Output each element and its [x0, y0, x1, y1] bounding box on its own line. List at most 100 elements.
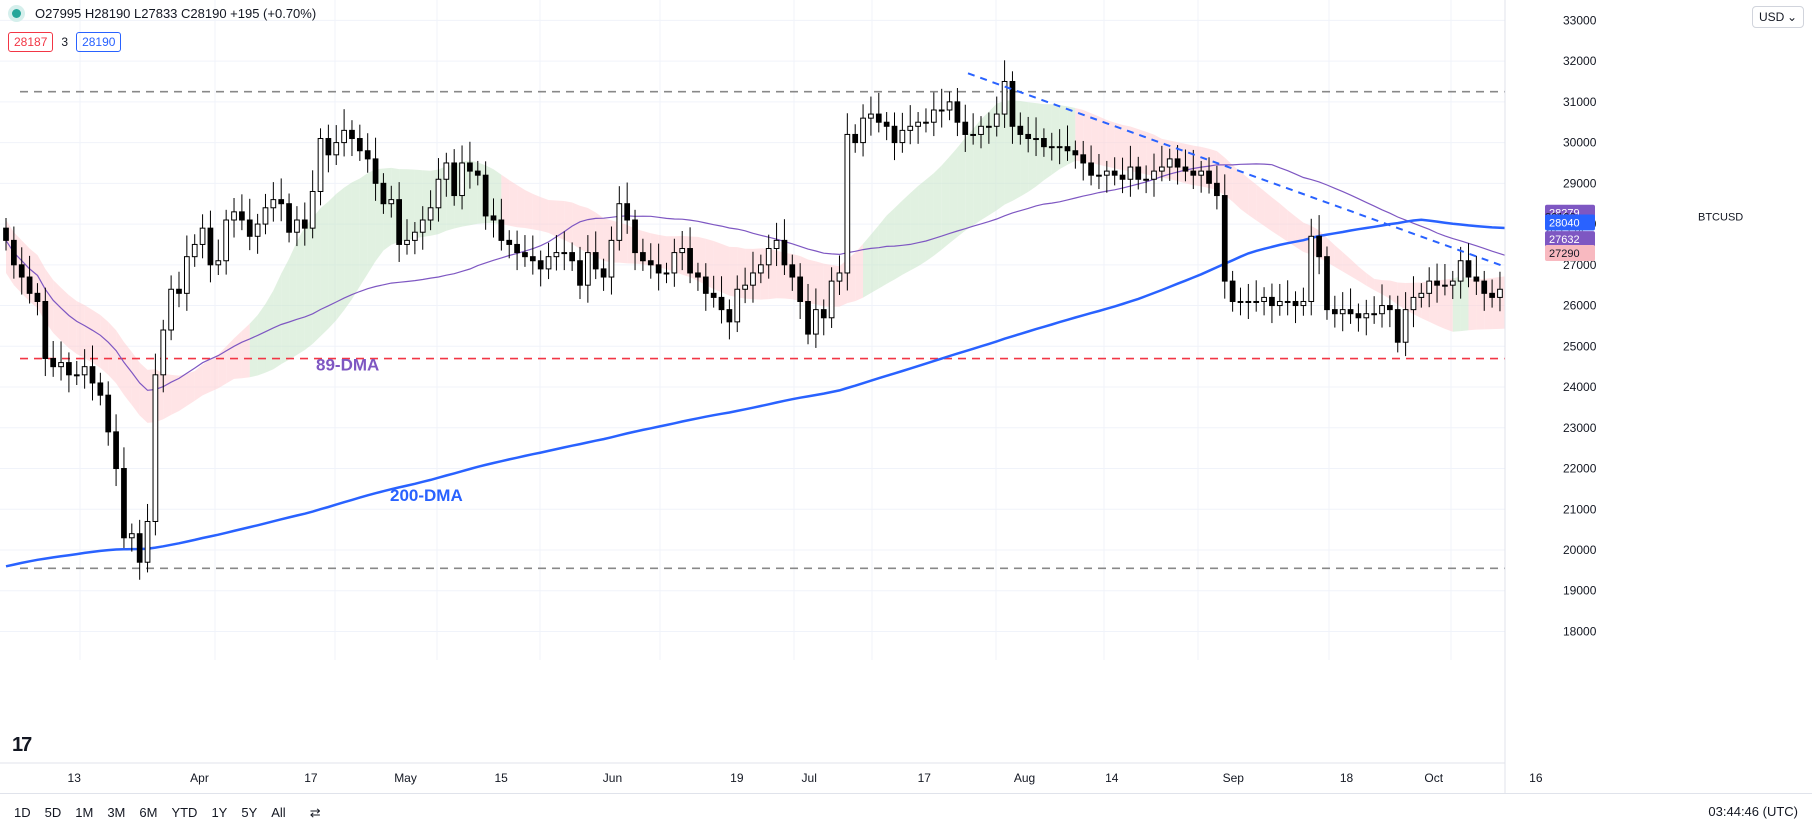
- price-label-bg: [1545, 214, 1595, 231]
- candle-body: [1449, 280, 1456, 286]
- cloud-segment: [658, 234, 667, 270]
- candle-body: [1017, 125, 1024, 135]
- timeframe-6m[interactable]: 6M: [139, 805, 158, 820]
- candle: [278, 178, 285, 222]
- cloud-segment: [281, 258, 290, 365]
- date-range-icon[interactable]: ⇄: [309, 804, 321, 820]
- candle-body: [1261, 296, 1267, 302]
- timeframe-ytd[interactable]: YTD: [171, 805, 198, 820]
- cloud-segment: [1287, 210, 1296, 247]
- cloud-segment: [878, 215, 887, 289]
- candle-body: [765, 248, 772, 266]
- candle: [993, 96, 1000, 137]
- utc-clock[interactable]: 03:44:46 (UTC): [1708, 804, 1798, 819]
- candle-body: [215, 260, 222, 266]
- timeframe-5d[interactable]: 5D: [44, 805, 62, 820]
- price-tick-label: 29000: [1563, 176, 1597, 190]
- candle-body: [923, 121, 929, 124]
- price-axis[interactable]: 18000 19000 20000 21000 22000 23000 24000 25000…: [1504, 0, 1812, 793]
- candle-body: [270, 199, 277, 209]
- candle-body: [592, 252, 599, 270]
- cloud-segment: [910, 185, 919, 271]
- candle-body: [1111, 170, 1118, 176]
- candle: [773, 222, 780, 267]
- candle-body: [1355, 313, 1362, 319]
- timeframe-3m[interactable]: 3M: [107, 805, 126, 820]
- cloud-segment: [1334, 245, 1343, 272]
- dma200-line: [5, 218, 1556, 568]
- candle: [223, 209, 230, 275]
- candle: [1261, 287, 1267, 316]
- market-status-icon[interactable]: [12, 9, 21, 18]
- candle: [1198, 160, 1205, 193]
- candle-body: [404, 239, 410, 245]
- buy-button[interactable]: 28190: [76, 32, 122, 52]
- timeframe-1d[interactable]: 1D: [14, 805, 31, 820]
- candle-body: [608, 239, 615, 278]
- candle: [899, 112, 906, 153]
- candle: [962, 104, 969, 152]
- candle-body: [553, 252, 560, 258]
- candle: [671, 238, 678, 287]
- candle: [797, 263, 804, 319]
- candle: [1206, 157, 1212, 194]
- cloud-segment: [336, 187, 345, 321]
- candle-body: [1426, 280, 1433, 294]
- candle-body: [1088, 162, 1094, 176]
- cloud-segment: [1397, 282, 1406, 310]
- cloud-segment: [131, 352, 140, 416]
- horizontal-levels: [20, 90, 1650, 570]
- candle-body: [1198, 170, 1205, 176]
- candle: [333, 125, 340, 165]
- time-tick-label: 19: [730, 771, 744, 785]
- time-axis[interactable]: 13 Apr 17 May 15 Jun 19 Jul 17 Aug 14 Sep 18 Oct 16: [0, 762, 1543, 785]
- candle-body: [640, 252, 646, 262]
- candle-body: [954, 101, 961, 123]
- cloud-segment: [1028, 102, 1037, 192]
- cloud-segment: [139, 362, 148, 423]
- cloud-segment: [1091, 113, 1099, 165]
- candle: [183, 235, 190, 311]
- candle: [1442, 264, 1448, 296]
- cloud-segment: [76, 301, 85, 359]
- candle-body: [317, 138, 324, 192]
- candle-body: [223, 219, 230, 262]
- cloud-segment: [1169, 140, 1178, 182]
- candle: [1426, 267, 1433, 308]
- currency-select[interactable]: USD ⌄: [1752, 6, 1804, 28]
- timeframe-1m[interactable]: 1M: [75, 805, 94, 820]
- candle-body: [844, 133, 851, 274]
- candle-body: [1025, 133, 1032, 140]
- bottom-toolbar: 1D 5D 1M 3M 6M YTD 1Y 5Y All ⇄ 03:44:46 …: [0, 793, 1812, 831]
- candle: [1410, 276, 1417, 328]
- cloud-segment: [752, 248, 761, 300]
- candle-body: [443, 162, 450, 180]
- candle: [1033, 117, 1039, 157]
- price-tick-label: 31000: [1563, 95, 1597, 109]
- candle: [514, 230, 520, 271]
- candle-body: [286, 203, 292, 233]
- time-tick-label: 13: [68, 771, 82, 785]
- cloud-segment: [1083, 110, 1092, 163]
- candle: [923, 108, 929, 133]
- cloud-segment: [1374, 278, 1383, 295]
- candle: [498, 198, 505, 251]
- timeframe-5y[interactable]: 5Y: [241, 805, 258, 820]
- candle-body: [679, 248, 686, 254]
- candle: [1316, 215, 1322, 275]
- candle-body: [734, 288, 741, 323]
- candle-body: [907, 125, 914, 131]
- cloud-segment: [1177, 142, 1186, 184]
- candle: [1324, 246, 1330, 320]
- timeframe-all[interactable]: All: [271, 805, 286, 820]
- price-label-text: 27290: [1549, 248, 1580, 260]
- candle-body: [113, 431, 119, 470]
- moving-average-lines: [5, 163, 1556, 568]
- candle: [1080, 140, 1087, 181]
- candle: [341, 109, 347, 157]
- timeframe-1y[interactable]: 1Y: [211, 805, 228, 820]
- candle-body: [1206, 170, 1212, 184]
- sell-button[interactable]: 28187: [8, 32, 54, 52]
- cloud-segment: [981, 111, 989, 221]
